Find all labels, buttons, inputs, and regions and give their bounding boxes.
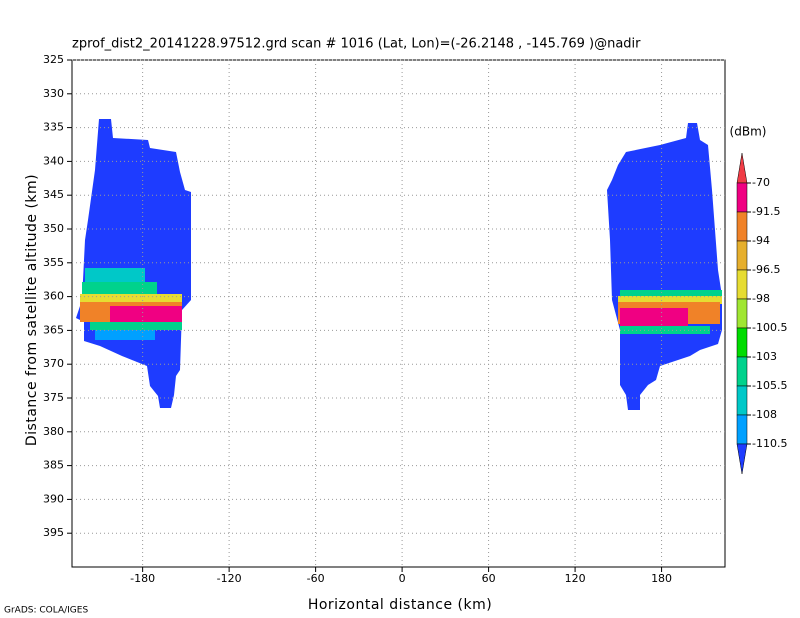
- y-tick-label: 360: [43, 290, 64, 303]
- colorbar-swatch: [736, 327, 748, 358]
- x-tick-label: -60: [307, 572, 325, 585]
- y-tick-label: 370: [43, 357, 64, 370]
- colorbar-swatch: [736, 414, 748, 445]
- x-tick-label: 120: [565, 572, 586, 585]
- colorbar-swatch: [736, 240, 748, 271]
- x-tick-label: 180: [651, 572, 672, 585]
- echo-left: [76, 119, 191, 408]
- y-tick-label: 335: [43, 121, 64, 134]
- colorbar-swatch: [736, 298, 748, 329]
- y-tick-label: 380: [43, 425, 64, 438]
- footer: GrADS: COLA/IGES: [4, 606, 88, 616]
- echo-left-green: [82, 282, 157, 296]
- x-tick-label: -180: [130, 572, 155, 585]
- y-tick-label: 330: [43, 87, 64, 100]
- x-axis-label: Horizontal distance (km): [308, 597, 492, 613]
- colorbar-label: -100.5: [752, 321, 787, 334]
- y-axis-label: Distance from satellite altitude (km): [24, 174, 40, 446]
- echo-left-yellow: [80, 294, 182, 304]
- echo-right: [607, 123, 722, 410]
- y-tick-label: 345: [43, 188, 64, 201]
- echo-field: [76, 119, 722, 410]
- colorbar-swatch: [736, 211, 748, 242]
- echo-left-lowgreen: [90, 322, 182, 330]
- y-tick-label: 390: [43, 492, 64, 505]
- colorbar-swatch: [736, 385, 748, 416]
- plot-frame: [71, 59, 726, 568]
- chart-title: zprof_dist2_20141228.97512.grd scan # 10…: [72, 37, 641, 52]
- y-tick-label: 355: [43, 256, 64, 269]
- echo-left-lowblue: [95, 330, 155, 340]
- colorbar-cap: [736, 443, 748, 475]
- colorbar-label: -98: [752, 292, 770, 305]
- colorbar-swatch: [736, 356, 748, 387]
- y-tick-label: 365: [43, 323, 64, 336]
- colorbar-cap: [736, 152, 748, 184]
- echo-left-magenta: [110, 306, 182, 326]
- colorbar-label: -70: [752, 176, 770, 189]
- colorbar-label: -94: [752, 234, 770, 247]
- y-tick-label: 340: [43, 154, 64, 167]
- echo-right-green: [620, 290, 722, 298]
- colorbar-label: -91.5: [752, 205, 780, 218]
- echo-left-cyan: [85, 268, 145, 286]
- colorbar-label: -96.5: [752, 263, 780, 276]
- x-tick-label: -120: [217, 572, 242, 585]
- colorbar-swatch: [736, 269, 748, 300]
- colorbar-label: -103: [752, 350, 777, 363]
- colorbar-label: -110.5: [752, 437, 787, 450]
- colorbar-swatch: [736, 182, 748, 213]
- y-tick-label: 350: [43, 222, 64, 235]
- y-tick-label: 375: [43, 391, 64, 404]
- echo-right-magenta: [620, 308, 688, 328]
- colorbar-label: -105.5: [752, 379, 787, 392]
- y-tick-label: 385: [43, 459, 64, 472]
- x-tick-label: 60: [482, 572, 496, 585]
- echo-right-yellow: [618, 296, 722, 304]
- colorbar-unit: (dBm): [730, 125, 767, 139]
- y-tick-label: 395: [43, 526, 64, 539]
- colorbar-label: -108: [752, 408, 777, 421]
- y-tick-label: 325: [43, 53, 64, 66]
- x-tick-label: 0: [399, 572, 406, 585]
